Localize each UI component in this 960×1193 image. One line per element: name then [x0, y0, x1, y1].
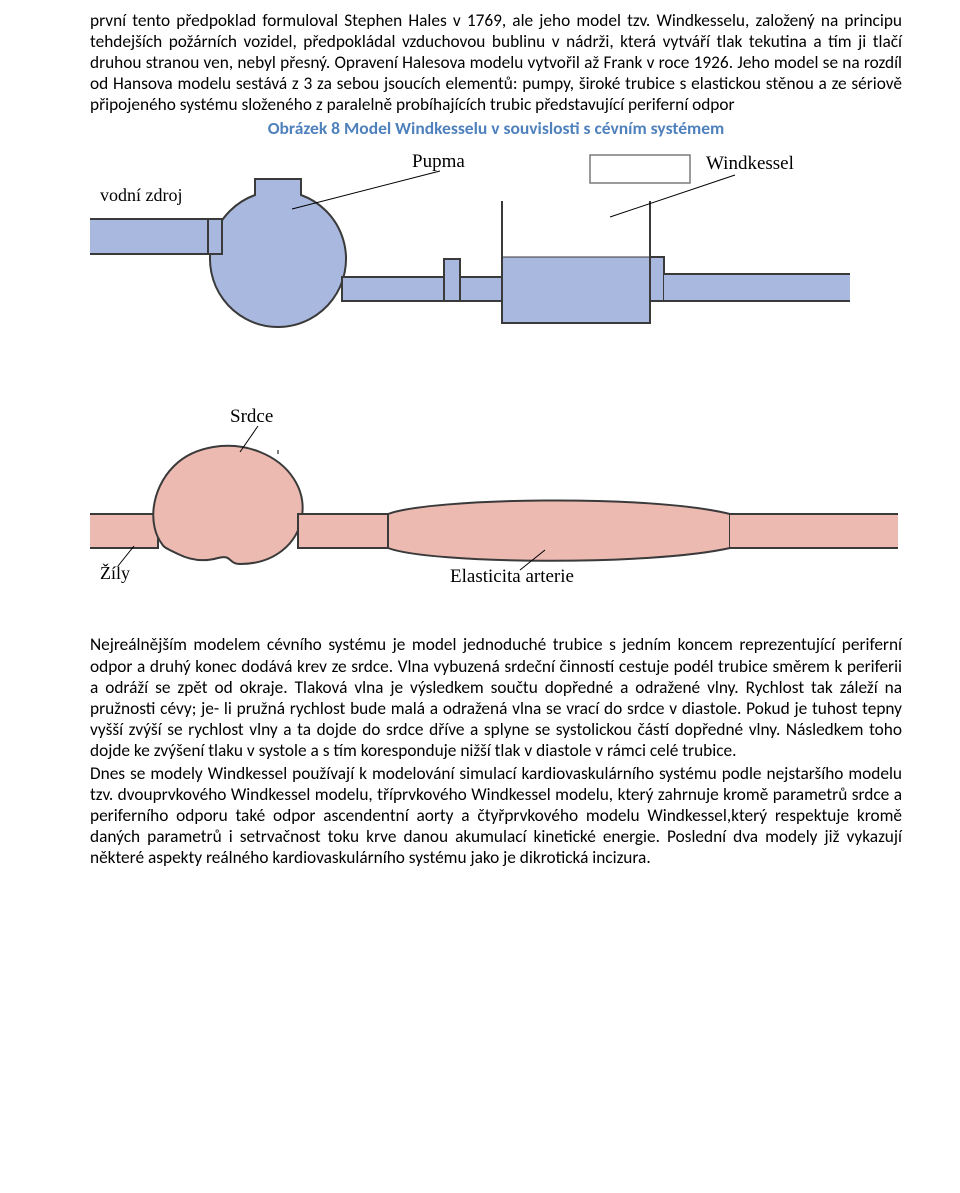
paragraph-2: Nejreálnějším modelem cévního systému je…: [90, 634, 902, 761]
label-heart: Srdce: [230, 406, 273, 427]
paragraph-3: Dnes se modely Windkessel používají k mo…: [90, 763, 902, 868]
figure-heart-artery: Srdce Žíly Elasticita arterie: [90, 404, 902, 604]
label-water-source: vodní zdroj: [100, 185, 183, 205]
label-veins: Žíly: [100, 562, 130, 583]
label-artery: Elasticita arterie: [450, 566, 574, 587]
figure-caption: Obrázek 8 Model Windkesselu v souvislost…: [90, 117, 902, 139]
label-windkessel: Windkessel: [706, 153, 794, 174]
paragraph-1: první tento předpoklad formuloval Stephe…: [90, 10, 902, 115]
heart-artery-diagram: Srdce Žíly Elasticita arterie: [90, 404, 898, 604]
figure-windkessel: Pupma Windkessel vodní zdroj: [90, 149, 902, 374]
page: první tento předpoklad formuloval Stephe…: [0, 0, 960, 911]
label-pump: Pupma: [412, 151, 465, 172]
windkessel-diagram: Pupma Windkessel vodní zdroj: [90, 149, 850, 374]
